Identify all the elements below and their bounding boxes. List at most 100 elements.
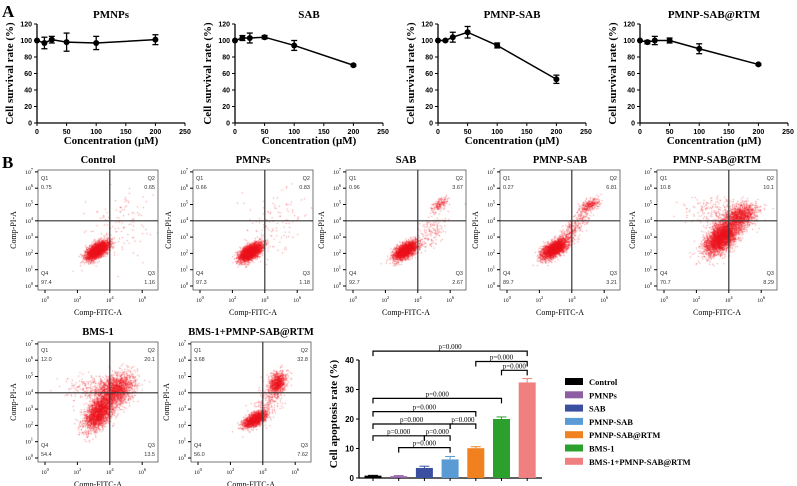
y-tick-label: 104 (25, 388, 34, 397)
x-axis-label: Concentration (μM) (667, 135, 762, 147)
y-tick-label: 60 (24, 71, 32, 78)
legend-swatch (565, 444, 583, 452)
y-tick-label: 104 (25, 216, 34, 225)
flow-plot-frame (192, 169, 314, 291)
data-point (696, 45, 703, 52)
quadrant-value-q1: 0.96 (349, 185, 360, 191)
y-axis-label: Comp-PI-A (164, 211, 173, 249)
quadrant-label-q2: Q2 (767, 176, 774, 182)
flow-plot-title: BMS-1+PMNP-SAB@RTM (188, 327, 314, 338)
y-tick-label: 105 (25, 372, 34, 381)
y-tick-label: 100 (333, 281, 342, 290)
data-point (449, 34, 456, 41)
y-tick-label: 120 (623, 22, 635, 29)
y-tick-label: 100 (218, 38, 230, 45)
y-tick-label: 80 (425, 55, 433, 62)
quadrant-label-q1: Q1 (349, 176, 356, 182)
quadrant-value-q3: 1.18 (299, 280, 310, 286)
y-tick-label: 106 (25, 183, 34, 192)
y-tick-label: 101 (644, 265, 652, 274)
flow-plot-frame (499, 169, 621, 291)
legend-label: PMNP-SAB@RTM (589, 430, 660, 440)
y-tick-label: 120 (20, 22, 32, 29)
x-tick-label: 106 (757, 295, 766, 304)
x-tick-label: 250 (377, 129, 389, 136)
data-point (442, 37, 449, 44)
y-tick-label: 101 (487, 265, 495, 274)
flow-plot-title: BMS-1 (82, 327, 114, 338)
x-tick-label: 0 (436, 129, 440, 136)
quadrant-label-q4: Q4 (196, 271, 203, 277)
significance-label: p=0.000 (490, 353, 514, 361)
data-point (644, 39, 651, 46)
y-tick-label: 100 (178, 453, 187, 462)
y-tick-label: 104 (487, 216, 496, 225)
y-tick-label: 40 (222, 88, 230, 95)
x-axis-label: Concentration (μM) (262, 135, 357, 147)
quadrant-label-q4: Q4 (503, 271, 510, 277)
x-tick-label: 100 (693, 129, 705, 136)
x-axis-label: Comp-FITC-A (382, 308, 430, 317)
quadrant-value-q4: 70.7 (660, 280, 671, 286)
quadrant-value-q2: 32.8 (297, 357, 308, 363)
quadrant-label-q3: Q3 (456, 271, 463, 277)
significance-bracket (398, 447, 451, 453)
significance-bracket (449, 423, 477, 430)
x-tick-label: 106 (138, 467, 147, 476)
data-point (291, 42, 298, 49)
quadrant-value-q1: 0.27 (503, 185, 514, 191)
significance-bracket (372, 411, 477, 417)
x-tick-label: 106 (291, 467, 300, 476)
quadrant-value-q4: 97.3 (196, 280, 207, 286)
y-tick-label: 120 (421, 22, 433, 29)
data-point (48, 36, 55, 43)
x-tick-label: 102 (74, 467, 82, 476)
quadrant-label-q2: Q2 (456, 176, 463, 182)
data-point (435, 37, 441, 44)
y-tick-label: 0 (350, 474, 355, 483)
x-tick-label: 104 (259, 467, 268, 476)
x-tick-label: 250 (580, 129, 592, 136)
quadrant-label-q4: Q4 (41, 443, 48, 449)
bar-sab (415, 467, 433, 478)
y-tick-label: 60 (425, 71, 433, 78)
y-axis-label: Comp-PI-A (9, 211, 18, 249)
quadrant-label-q2: Q2 (148, 348, 155, 354)
y-tick-label: 103 (644, 232, 653, 241)
flow-plot-title: SAB (396, 155, 416, 166)
y-tick-label: 103 (178, 404, 187, 413)
y-tick-label: 100 (20, 38, 32, 45)
x-axis-label: Comp-FITC-A (229, 308, 277, 317)
x-tick-label: 100 (194, 467, 203, 476)
quadrant-label-q4: Q4 (41, 271, 48, 277)
legend-swatch (565, 431, 583, 439)
y-axis-label: Cell survival rate (%) (4, 22, 16, 125)
line-chart-title: PMNPs (93, 9, 130, 21)
data-line (438, 31, 557, 80)
y-tick-label: 60 (222, 71, 230, 78)
x-tick-label: 106 (293, 295, 302, 304)
data-point (494, 42, 501, 49)
legend-swatch (565, 378, 583, 385)
quadrant-value-q2: 3.67 (452, 185, 463, 191)
data-point (553, 76, 560, 83)
x-tick-label: 104 (106, 295, 115, 304)
quadrant-label-q2: Q2 (148, 176, 155, 182)
quadrant-value-q2: 0.65 (144, 185, 155, 191)
y-tick-label: 107 (178, 339, 187, 348)
legend-label: Control (589, 377, 618, 387)
flow-plot-title: Control (81, 155, 116, 166)
x-tick-label: 50 (261, 129, 269, 136)
y-axis-label: Cell survival rate (%) (202, 22, 214, 125)
y-tick-label: 40 (345, 356, 354, 365)
y-axis-label: Cell survival rate (%) (405, 22, 417, 125)
y-tick-label: 102 (25, 420, 33, 429)
x-tick-label: 150 (318, 129, 330, 136)
y-tick-label: 102 (487, 248, 495, 257)
y-tick-label: 107 (25, 339, 34, 348)
x-tick-label: 200 (551, 129, 563, 136)
significance-label: p=0.000 (438, 343, 462, 351)
y-tick-label: 20 (345, 415, 354, 424)
x-tick-label: 50 (666, 129, 674, 136)
